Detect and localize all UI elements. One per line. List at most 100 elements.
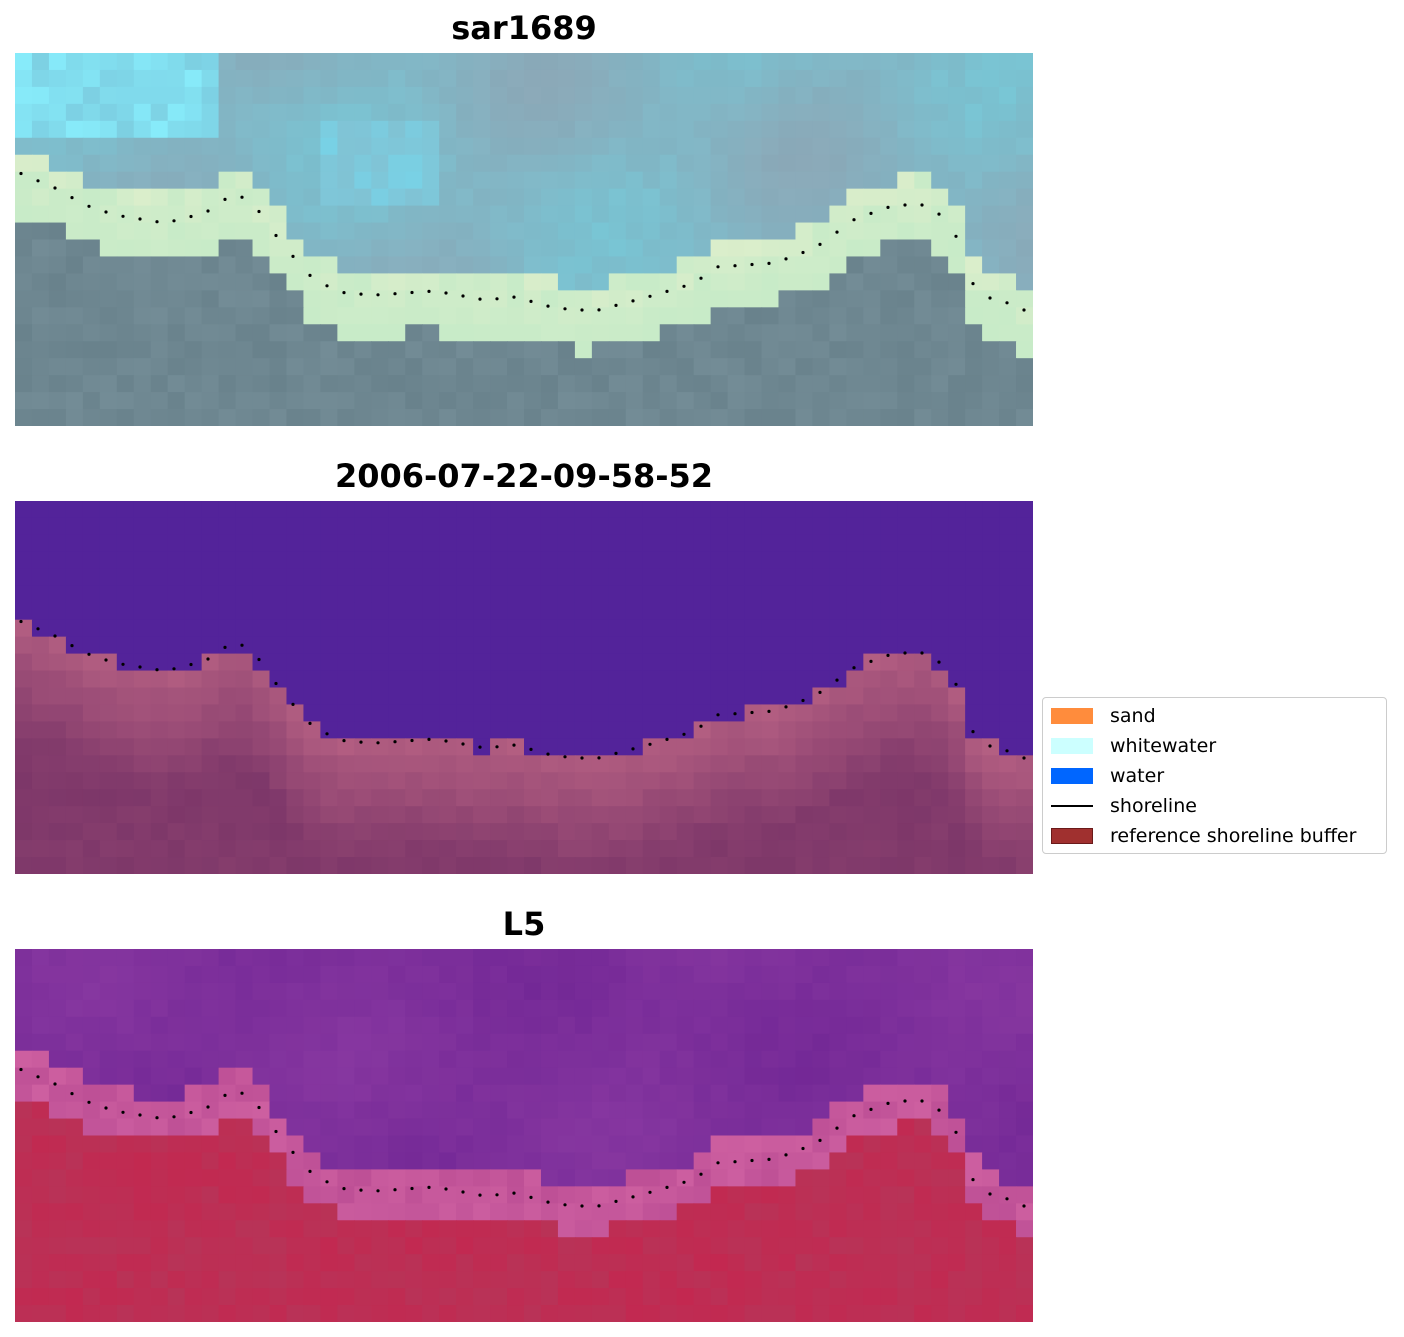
pixel-cell [524, 1033, 542, 1052]
pixel-cell [659, 653, 678, 672]
pixel-cell [82, 375, 101, 393]
pixel-cell [218, 239, 237, 258]
pixel-cell [557, 341, 576, 359]
pixel-cell [507, 1271, 525, 1289]
pixel-cell [574, 965, 593, 984]
shoreline-dot [257, 1105, 261, 1110]
pixel-cell [591, 69, 610, 88]
pixel-cell [659, 670, 678, 689]
pixel-cell [591, 273, 610, 291]
pixel-cell [201, 1050, 220, 1069]
pixel-cell [574, 69, 593, 88]
pixel-cell [761, 239, 780, 258]
pixel-cell [778, 290, 797, 308]
pixel-cell [422, 602, 440, 621]
pixel-cell [507, 69, 525, 88]
pixel-cell [965, 806, 983, 824]
pixel-cell [371, 1101, 389, 1120]
shoreline-dot [665, 289, 669, 293]
pixel-cell [167, 1067, 186, 1086]
pixel-cell [286, 409, 305, 426]
pixel-cell [659, 704, 678, 722]
pixel-cell [167, 772, 186, 790]
pixel-cell [880, 738, 898, 756]
pixel-cell [659, 949, 678, 967]
pixel-cell [931, 636, 949, 655]
pixel-cell [642, 290, 661, 308]
pixel-cell [65, 568, 84, 587]
pixel-cell [371, 1254, 389, 1272]
pixel-cell [778, 1067, 797, 1086]
pixel-cell [880, 205, 898, 224]
pixel-cell [574, 375, 593, 393]
pixel-cell [625, 1305, 644, 1322]
pixel-cell [693, 501, 712, 519]
pixel-cell [99, 687, 118, 706]
pixel-cell [490, 103, 508, 122]
pixel-cell [829, 965, 847, 984]
pixel-cell [608, 965, 627, 984]
pixel-cell [795, 670, 814, 689]
pixel-cell [48, 806, 67, 824]
pixel-cell [286, 1254, 305, 1272]
pixel-cell [320, 687, 338, 706]
pixel-cell [965, 1305, 983, 1322]
pixel-cell [252, 857, 271, 874]
pixel-cell [591, 53, 610, 71]
pixel-cell [269, 755, 288, 773]
pixel-cell [557, 86, 576, 105]
pixel-cell [710, 999, 729, 1018]
pixel-cell [82, 965, 101, 984]
pixel-cell [371, 721, 389, 739]
pixel-cell [48, 239, 67, 258]
pixel-cell [982, 687, 1000, 706]
pixel-cell [642, 120, 661, 139]
pixel-cell [880, 171, 898, 190]
pixel-cell [490, 86, 508, 105]
pixel-cell [574, 86, 593, 105]
pixel-cell [982, 982, 1000, 1001]
pixel-cell [184, 1152, 203, 1170]
pixel-cell [269, 103, 288, 122]
pixel-cell [201, 1135, 220, 1154]
pixel-cell [201, 239, 220, 258]
pixel-cell [388, 602, 406, 621]
pixel-cell [133, 534, 152, 553]
pixel-cell [235, 290, 254, 308]
pixel-cell [371, 307, 389, 325]
pixel-cell [625, 1237, 644, 1255]
pixel-cell [778, 721, 797, 739]
shoreline-dot [784, 1153, 788, 1157]
pixel-cell [880, 602, 898, 621]
pixel-cell [761, 1305, 780, 1322]
pixel-cell [31, 392, 50, 410]
pixel-cell [693, 1033, 712, 1052]
pixel-cell [82, 1305, 101, 1322]
pixel-cell [507, 602, 525, 621]
pixel-cell [761, 1169, 780, 1187]
pixel-cell [642, 551, 661, 570]
pixel-cell [354, 738, 372, 756]
pixel-cell [422, 53, 440, 71]
pixel-cell [405, 949, 423, 967]
pixel-cell [948, 653, 966, 672]
pixel-cell [371, 154, 389, 173]
pixel-cell [116, 188, 135, 207]
pixel-cell [252, 806, 271, 824]
pixel-cell [524, 857, 542, 874]
pixel-cell [778, 171, 797, 190]
pixel-cell [931, 568, 949, 587]
shoreline-dot [597, 756, 601, 760]
pixel-cell [931, 222, 949, 241]
pixel-cell [999, 53, 1017, 71]
pixel-cell [846, 392, 864, 410]
pixel-cell [914, 1288, 932, 1306]
pixel-cell [82, 982, 101, 1001]
pixel-cell [778, 273, 797, 291]
pixel-cell [965, 1118, 983, 1137]
pixel-cell [405, 568, 423, 587]
pixel-cell [982, 789, 1000, 807]
pixel-cell [31, 501, 50, 519]
pixel-cell [303, 789, 321, 807]
pixel-cell [591, 1016, 610, 1035]
